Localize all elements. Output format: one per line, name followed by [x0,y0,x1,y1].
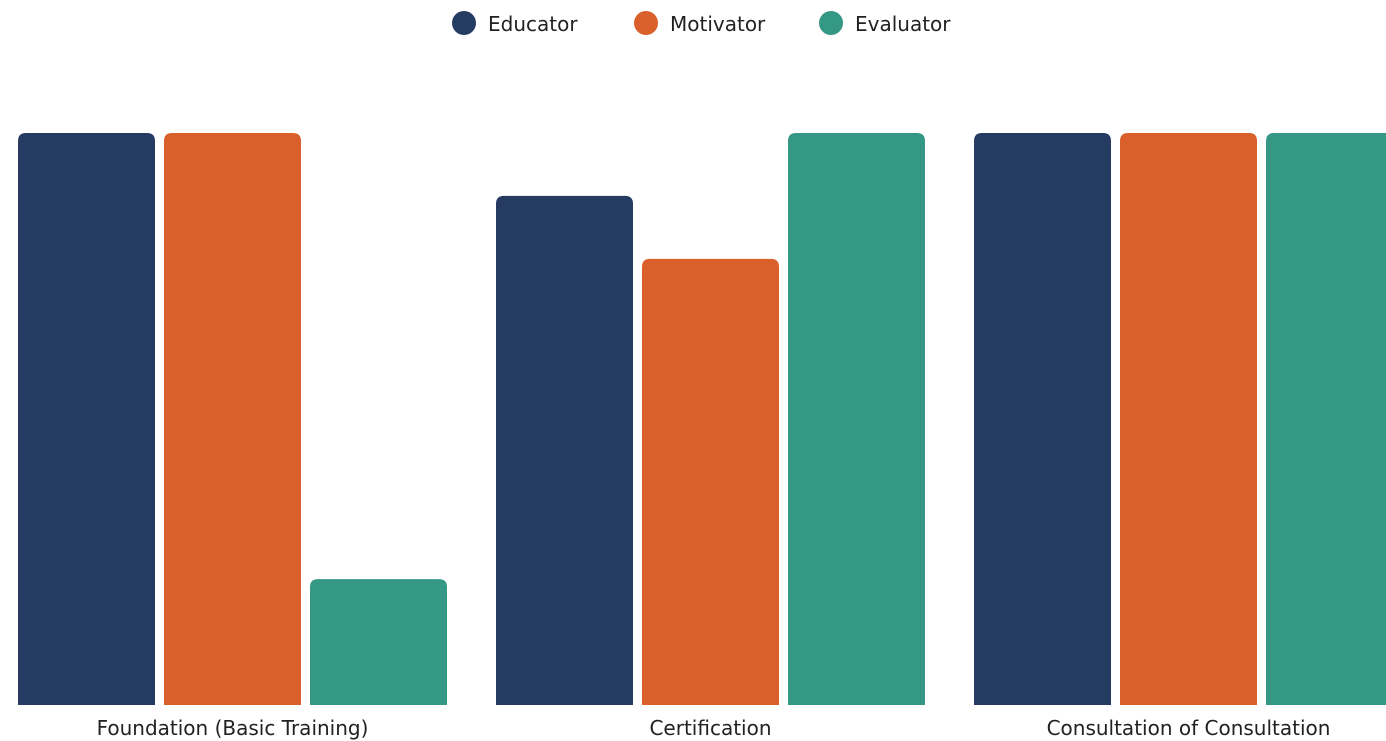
x-tick-label-consultation-of-consultation: Consultation of Consultation [1047,716,1331,740]
bar-consultation-of-consultation-educator [974,133,1111,705]
x-tick-label-foundation-basic-training: Foundation (Basic Training) [97,716,369,740]
legend-marker-educator [452,11,476,35]
legend-marker-motivator [634,11,658,35]
x-tick-labels: Foundation (Basic Training) Certification… [97,716,1331,740]
bar-certification-evaluator [788,133,925,705]
x-tick-label-certification: Certification [649,716,771,740]
bar-consultation-of-consultation-motivator [1120,133,1257,705]
bar-foundation-basic-training-motivator [164,133,301,705]
legend-marker-evaluator [819,11,843,35]
bar-foundation-basic-training-evaluator [310,579,447,705]
legend-label-evaluator: Evaluator [855,12,951,36]
legend-label-motivator: Motivator [670,12,766,36]
bar-certification-motivator [642,258,779,705]
bar-consultation-of-consultation-evaluator [1266,133,1386,705]
bar-certification-educator [496,195,633,706]
bars-group [18,133,1386,706]
bar-foundation-basic-training-educator [18,133,155,705]
legend: Educator Motivator Evaluator [452,11,951,36]
legend-label-educator: Educator [488,12,578,36]
